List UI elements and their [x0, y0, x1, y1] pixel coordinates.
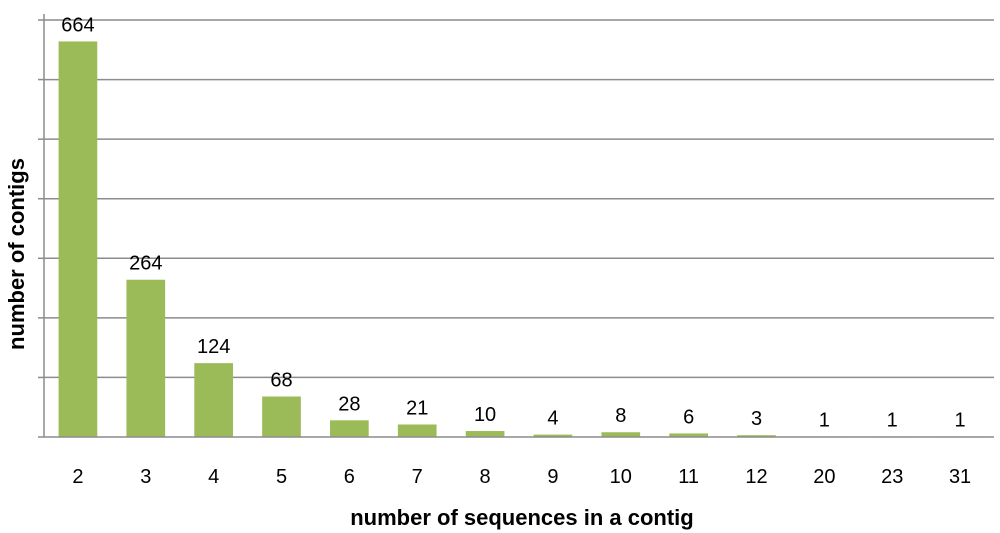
- bar: [737, 435, 776, 437]
- x-tick-label: 20: [813, 466, 835, 488]
- data-label: 1: [887, 409, 898, 431]
- x-tick-label: 9: [547, 466, 558, 488]
- x-tick-label: 11: [678, 466, 699, 488]
- data-label: 10: [474, 404, 496, 426]
- bar: [601, 432, 641, 437]
- bar: [126, 279, 166, 437]
- x-axis-title: number of sequences in a contig: [350, 505, 694, 530]
- x-tick-label: 23: [881, 466, 903, 488]
- bar: [58, 41, 98, 438]
- x-tick-label: 6: [344, 466, 355, 488]
- data-label: 68: [270, 369, 292, 391]
- data-label: 8: [615, 405, 626, 427]
- data-label: 21: [406, 397, 428, 419]
- x-tick-label: 2: [72, 466, 83, 488]
- bar: [669, 433, 708, 437]
- data-label: 664: [61, 14, 94, 36]
- x-tick-labels: 2 3 4 5 6 7 8 9 10 11 12 20 23 31: [72, 466, 971, 488]
- bar: [465, 431, 505, 437]
- data-label: 4: [547, 408, 558, 430]
- grid-lines: [44, 19, 994, 379]
- bar: [262, 396, 301, 437]
- x-tick-label: 12: [745, 466, 767, 488]
- bar: [330, 420, 369, 437]
- x-tick-label: 4: [208, 466, 219, 488]
- x-tick-label: 31: [949, 466, 971, 488]
- bars: [58, 41, 980, 438]
- x-tick-label: 5: [276, 466, 287, 488]
- y-axis-title: number of contigs: [4, 158, 29, 350]
- data-labels: 664 264 124 68 28 21 10 4 8 6 3 1 1 1: [61, 14, 965, 431]
- bar: [194, 363, 233, 437]
- data-label: 6: [683, 406, 694, 428]
- data-label: 1: [819, 409, 830, 431]
- data-label: 3: [751, 408, 762, 430]
- axes: [38, 14, 994, 438]
- x-tick-label: 10: [610, 466, 632, 488]
- bar: [533, 434, 573, 437]
- x-tick-label: 3: [140, 466, 151, 488]
- data-label: 264: [129, 253, 162, 275]
- data-label: 28: [338, 393, 360, 415]
- data-label: 1: [955, 409, 966, 431]
- data-label: 124: [197, 336, 230, 358]
- x-tick-label: 8: [480, 466, 491, 488]
- bar: [397, 424, 437, 437]
- x-tick-label: 7: [412, 466, 423, 488]
